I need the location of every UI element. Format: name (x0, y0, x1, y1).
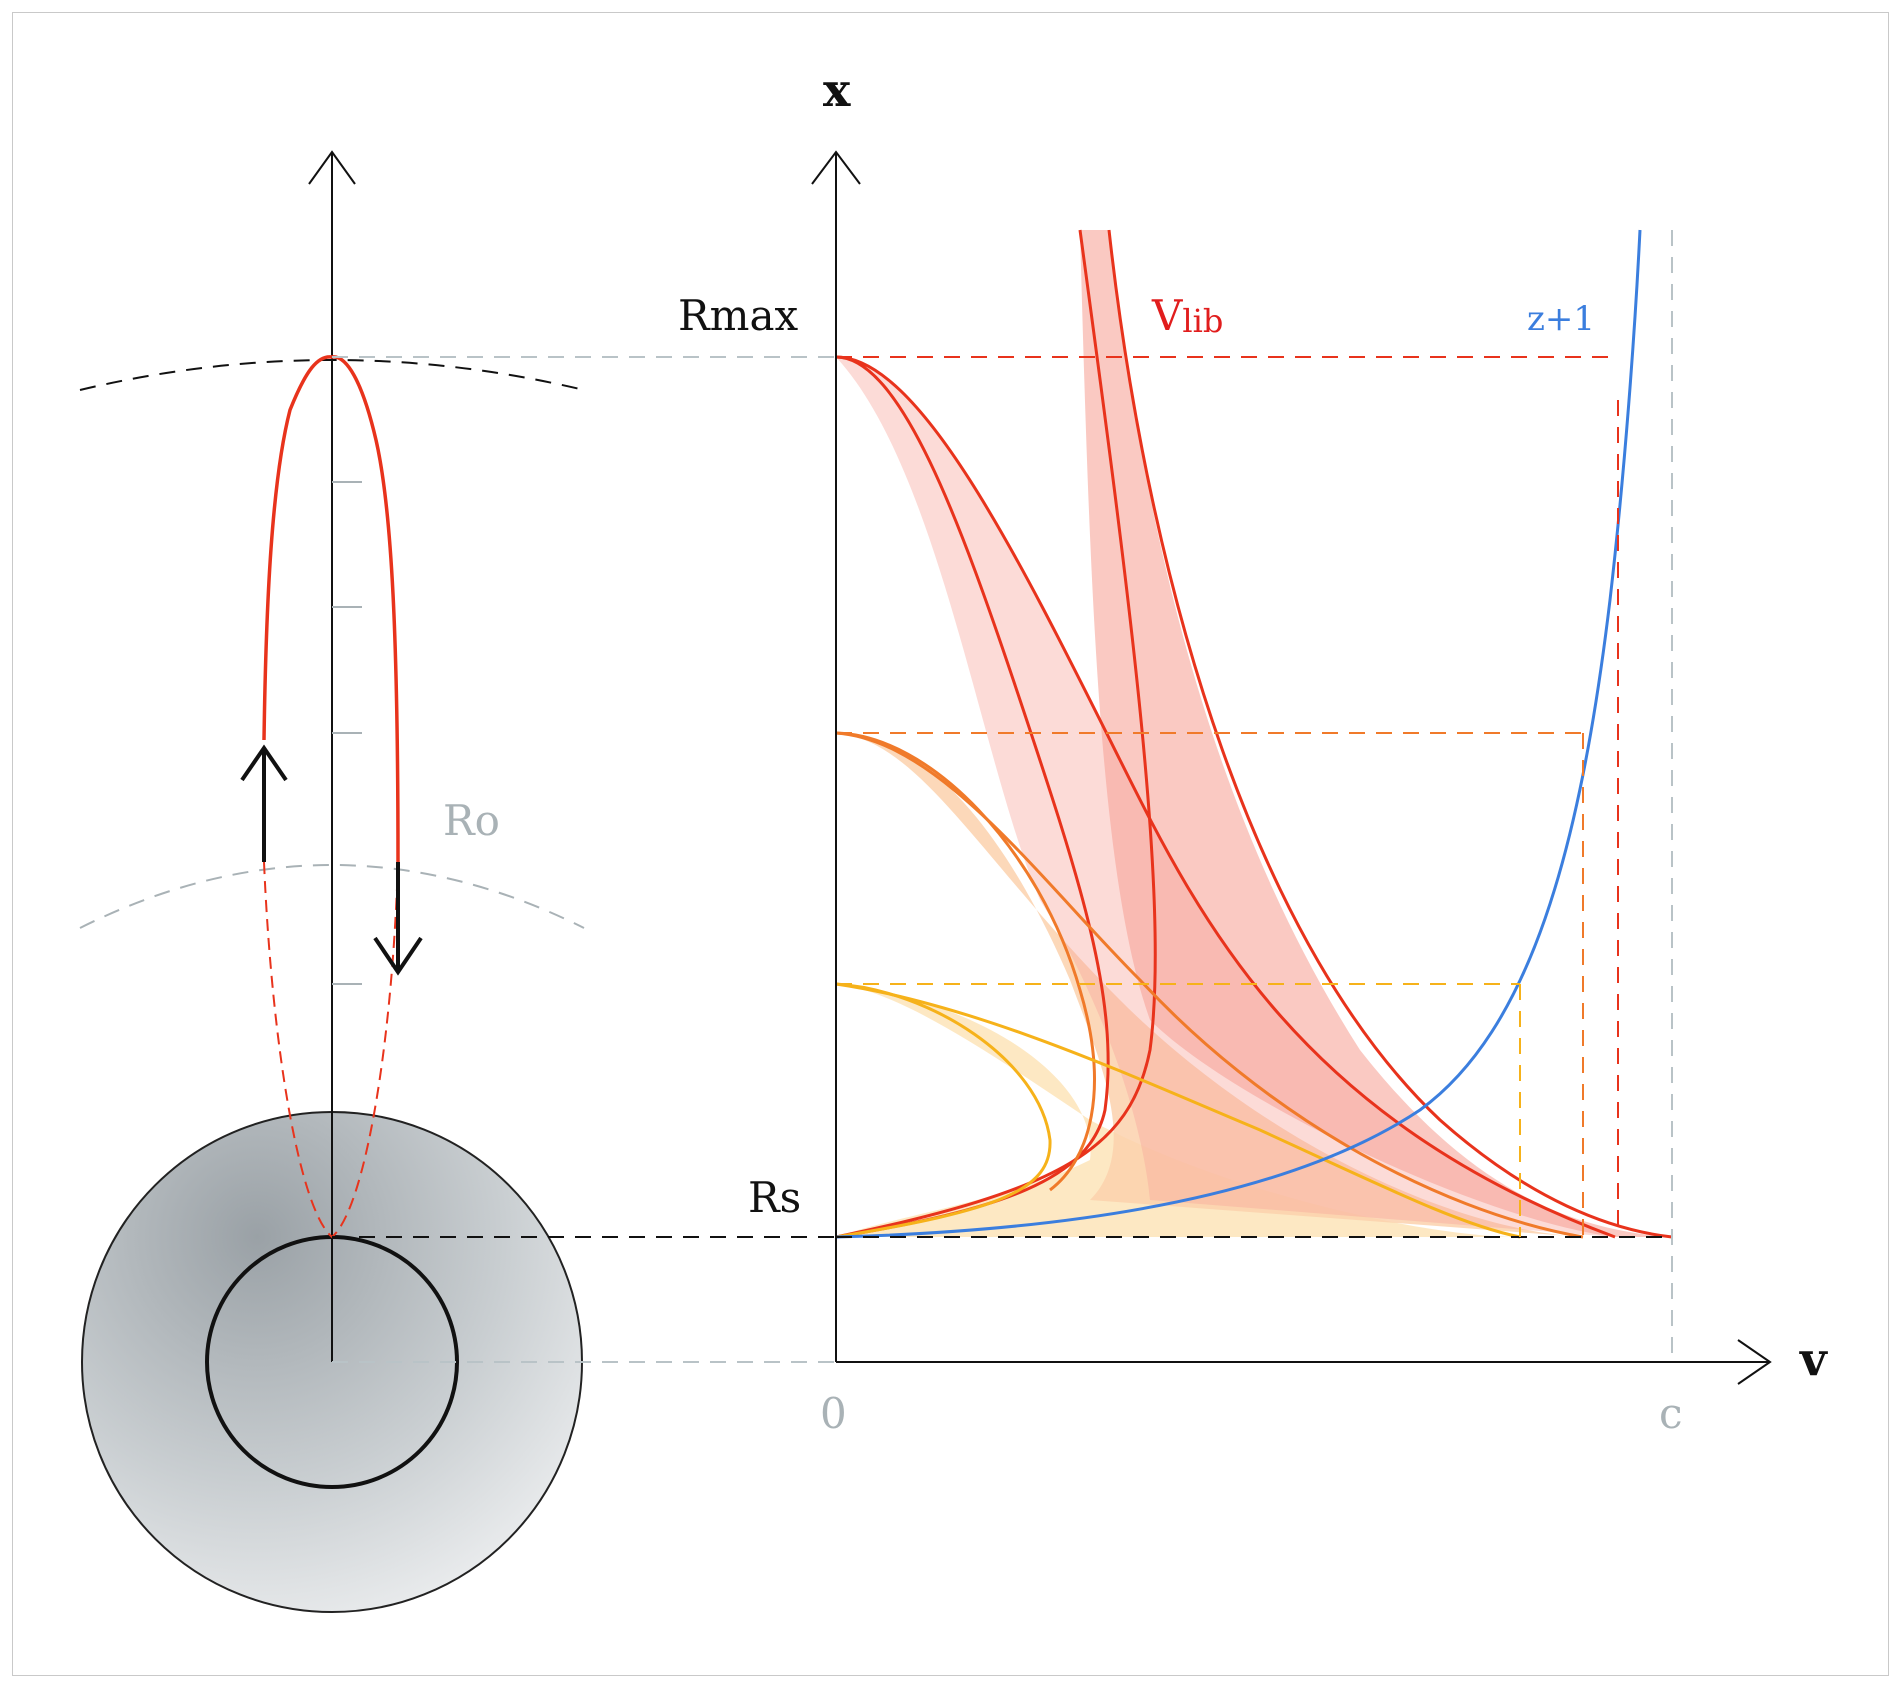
red-trajectory-curves (835, 355, 1616, 1239)
yellow-band (836, 984, 1520, 1237)
origin-label: 0 (820, 1389, 847, 1438)
planet-axis-arrowhead (308, 150, 356, 185)
ro-label: Ro (443, 796, 500, 845)
x-axis-arrowhead (811, 150, 861, 185)
yellow-curves (835, 982, 1521, 1239)
v-lib-main: V (1151, 291, 1183, 340)
z-plus-one-label: z+1 (1527, 299, 1595, 339)
rs-label: Rs (748, 1173, 801, 1222)
figure-frame (12, 12, 1889, 1676)
velocity-chart: x v Rmax Rs 0 c Vlib z+1 (678, 63, 1828, 1438)
axis-ticks (332, 481, 362, 985)
rmax-arc (79, 359, 585, 391)
c-label: c (1659, 1389, 1683, 1438)
planet-diagram: Ro (79, 150, 585, 1613)
z-plus-one-curve (835, 229, 1642, 1239)
connector-lines (332, 356, 836, 1363)
orange-curves (835, 731, 1584, 1239)
red-band (1080, 230, 1672, 1237)
down-arrow-icon (373, 862, 423, 976)
orange-band (836, 733, 1583, 1237)
up-arrow-icon (240, 744, 288, 862)
v-lib-subscript: lib (1182, 302, 1223, 340)
v-lib-label: Vlib (1151, 291, 1223, 340)
rmax-label: Rmax (678, 291, 798, 340)
x-axis-label: x (823, 63, 851, 117)
v-axis-arrowhead (1737, 1339, 1772, 1385)
v-axis-label: v (1799, 1332, 1828, 1386)
